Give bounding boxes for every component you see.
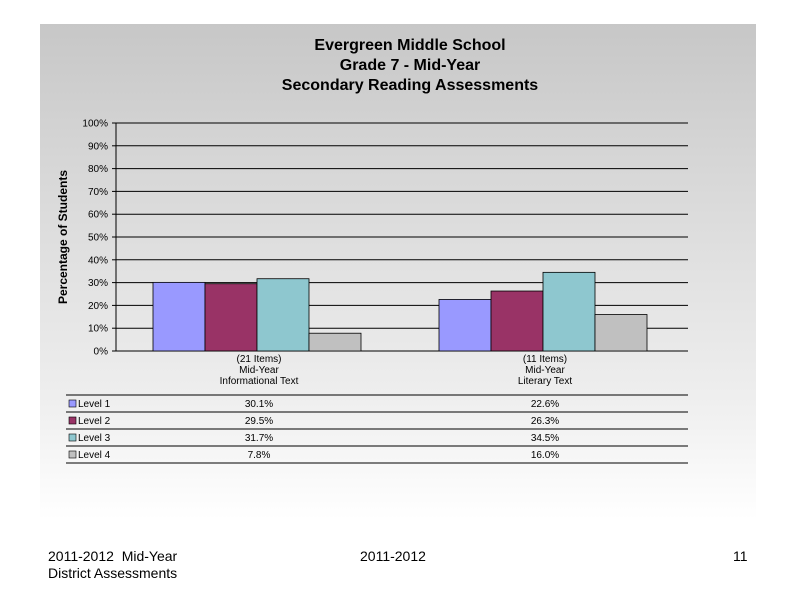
y-tick-label: 10% bbox=[88, 324, 108, 335]
x-category-label: (11 Items) bbox=[523, 354, 567, 365]
bar-level-4-cat1 bbox=[308, 332, 362, 352]
chart-title-line: Grade 7 - Mid-Year bbox=[340, 57, 481, 74]
table-cell: 26.3% bbox=[531, 416, 559, 427]
chart-title-line: Evergreen Middle School bbox=[314, 37, 505, 54]
bar-level-4-cat2 bbox=[594, 314, 648, 352]
footer-center: 2011-2012 bbox=[360, 548, 426, 564]
footer-left-line1: 2011-2012 Mid-Year bbox=[48, 548, 178, 564]
table-cell: 31.7% bbox=[245, 433, 273, 444]
y-tick-label: 80% bbox=[88, 164, 108, 175]
legend-key-level-1 bbox=[68, 399, 77, 408]
legend-key-level-3 bbox=[68, 433, 77, 442]
legend-label: Level 2 bbox=[78, 416, 111, 427]
y-tick-label: 90% bbox=[88, 141, 108, 152]
legend-key-level-4 bbox=[68, 450, 77, 459]
bar-level-3-cat2 bbox=[542, 271, 596, 352]
footer-left-line2: District Assessments bbox=[48, 565, 178, 581]
legend-label: Level 3 bbox=[78, 433, 111, 444]
x-category-label: Mid-Year bbox=[239, 365, 279, 376]
x-category-label: Literary Text bbox=[518, 376, 573, 387]
footer-left: 2011-2012 Mid-Year District Assessments bbox=[48, 548, 177, 582]
table-cell: 34.5% bbox=[531, 433, 559, 444]
chart-panel: Evergreen Middle School Grade 7 - Mid-Yea… bbox=[40, 24, 756, 520]
bar-level-3-cat1 bbox=[256, 278, 310, 352]
chart-title-line: Secondary Reading Assessments bbox=[282, 77, 539, 94]
y-tick-label: 50% bbox=[88, 233, 108, 244]
y-tick-label: 40% bbox=[88, 255, 108, 266]
table-cell: 22.6% bbox=[531, 399, 559, 410]
table-cell: 16.0% bbox=[531, 450, 559, 461]
legend-label: Level 1 bbox=[78, 399, 111, 410]
y-tick-label: 100% bbox=[82, 119, 108, 130]
table-cell: 30.1% bbox=[245, 399, 273, 410]
bar-level-2-cat2 bbox=[490, 290, 544, 352]
legend-label: Level 4 bbox=[78, 450, 111, 461]
table-cell: 7.8% bbox=[248, 450, 271, 461]
chart: Evergreen Middle School Grade 7 - Mid-Yea… bbox=[56, 37, 688, 464]
x-category-label: Mid-Year bbox=[525, 365, 565, 376]
x-category-label: (21 Items) bbox=[236, 354, 281, 365]
x-category-label: Informational Text bbox=[220, 376, 299, 387]
bar-level-2-cat1 bbox=[204, 283, 258, 352]
y-tick-label: 60% bbox=[88, 210, 108, 221]
bar-level-1-cat1 bbox=[152, 281, 206, 352]
y-tick-label: 20% bbox=[88, 301, 108, 312]
y-axis-label: Percentage of Students bbox=[56, 170, 70, 304]
legend-key-level-2 bbox=[68, 416, 77, 425]
y-tick-label: 30% bbox=[88, 278, 108, 289]
bar-level-1-cat2 bbox=[438, 299, 492, 352]
page-number: 11 bbox=[733, 548, 748, 564]
y-tick-label: 70% bbox=[88, 187, 108, 198]
table-cell: 29.5% bbox=[245, 416, 273, 427]
y-tick-label: 0% bbox=[94, 347, 109, 358]
